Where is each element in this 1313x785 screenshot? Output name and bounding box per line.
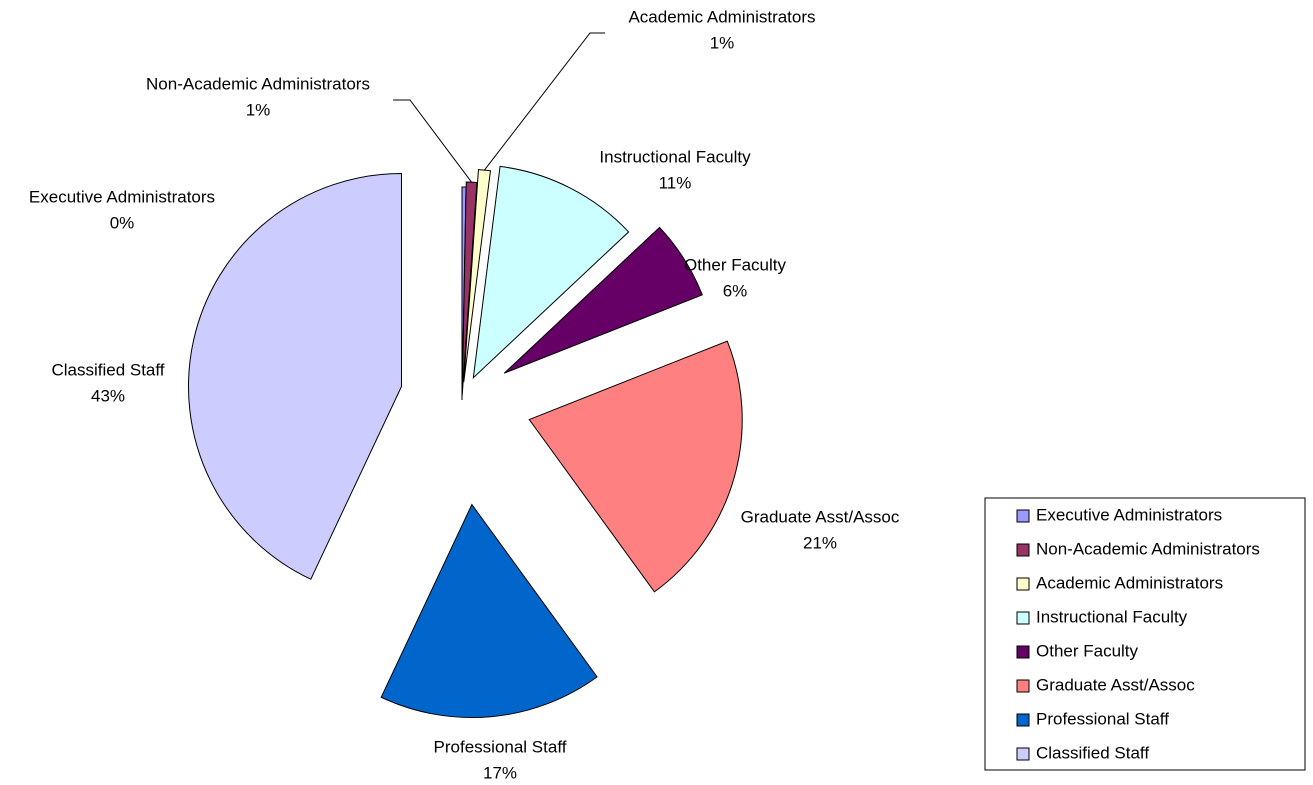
legend-label: Other Faculty <box>1036 641 1139 660</box>
legend-swatch <box>1016 679 1030 693</box>
slice-value-label: 21% <box>803 533 837 552</box>
pie-slice <box>380 503 598 719</box>
slice-value-label: 1% <box>246 100 271 119</box>
slice-value-label: 43% <box>91 386 125 405</box>
leader-line <box>484 32 605 171</box>
legend-label: Instructional Faculty <box>1036 607 1188 626</box>
legend-label: Non-Academic Administrators <box>1036 539 1260 558</box>
slice-label: Professional Staff <box>434 737 567 756</box>
legend-swatch <box>1016 543 1030 557</box>
legend-box <box>984 497 1306 771</box>
legend-label: Executive Administrators <box>1036 505 1222 524</box>
pie-slice <box>472 165 630 380</box>
legend-swatch <box>1016 747 1030 761</box>
slice-label: Academic Administrators <box>628 7 815 26</box>
slice-value-label: 1% <box>710 33 735 52</box>
legend-swatch <box>1016 577 1030 591</box>
pie-slice <box>463 169 492 383</box>
pie <box>187 165 743 719</box>
legend-swatch <box>1016 611 1030 625</box>
legend-label: Academic Administrators <box>1036 573 1223 592</box>
slice-value-label: 11% <box>659 173 692 192</box>
legend-label: Classified Staff <box>1036 743 1149 762</box>
legend-label: Graduate Asst/Assoc <box>1036 675 1195 694</box>
leader-line <box>393 99 472 183</box>
pie-slice <box>461 181 478 396</box>
pie-slice <box>528 340 743 593</box>
slice-label: Instructional Faculty <box>599 147 751 166</box>
legend-swatch <box>1016 713 1030 727</box>
pie-slice <box>503 226 703 374</box>
slice-value-label: 6% <box>723 281 748 300</box>
slice-value-label: 17% <box>483 763 517 782</box>
legend-swatch <box>1016 645 1030 659</box>
legend: Executive Administrators Non-Academic Adm… <box>1016 505 1260 762</box>
slice-label: Graduate Asst/Assoc <box>741 507 900 526</box>
slice-label: Other Faculty <box>684 255 787 274</box>
slice-labels: Executive Administrators 0% Non-Academic A… <box>29 7 900 782</box>
slice-label: Executive Administrators <box>29 187 215 206</box>
legend-label: Professional Staff <box>1036 709 1169 728</box>
legend-swatch <box>1016 509 1030 523</box>
slice-label: Classified Staff <box>51 360 164 379</box>
slice-label: Non-Academic Administrators <box>146 74 370 93</box>
pie-slice <box>187 172 402 580</box>
slice-value-label: 0% <box>110 213 135 232</box>
